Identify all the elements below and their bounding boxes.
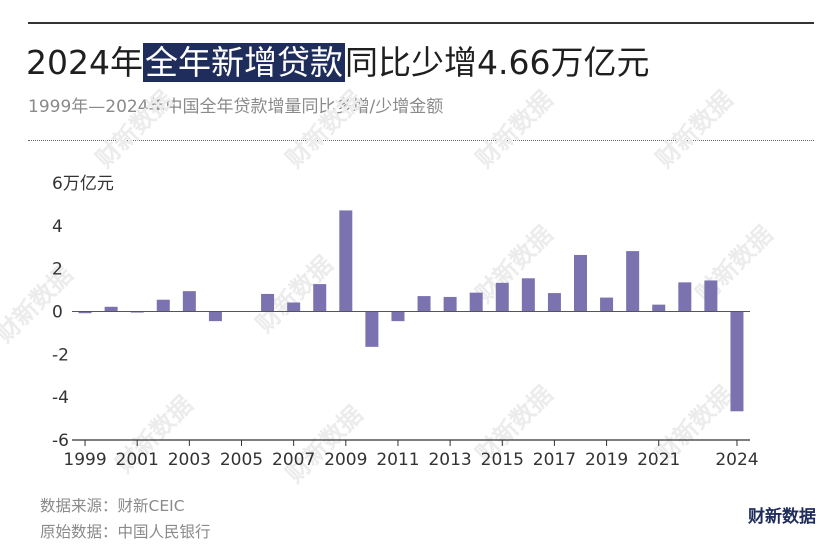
dotted-divider — [28, 140, 814, 141]
x-tick-label: 2013 — [428, 450, 471, 470]
bar-2015 — [495, 282, 509, 312]
x-tick-label: 2011 — [376, 450, 419, 470]
bar-2023 — [704, 280, 718, 312]
title-suffix: 同比少增4.66万亿元 — [344, 43, 650, 82]
bar-2018 — [574, 254, 587, 312]
title-highlight: 全年新增贷款 — [142, 43, 345, 82]
brand-logo: 财新数据 — [748, 507, 816, 527]
title-prefix: 2024年 — [26, 43, 143, 82]
bar-2017 — [547, 293, 561, 312]
bar-2010 — [365, 311, 379, 347]
x-tick-label: 2001 — [116, 450, 159, 470]
bar-2021 — [652, 304, 666, 312]
watermark: 财新数据 — [471, 86, 559, 174]
bar-2009 — [339, 210, 353, 312]
x-tick-label: 2009 — [324, 450, 367, 470]
bar-2020 — [626, 251, 640, 312]
y-tick-label: 6万亿元 — [52, 174, 114, 194]
watermark: 财新数据 — [281, 86, 369, 174]
bar-2011 — [391, 311, 405, 322]
y-tick-label: 2 — [52, 260, 63, 280]
bar-2014 — [469, 292, 483, 312]
bar-2003 — [182, 291, 196, 312]
x-tick-label: 2021 — [637, 450, 680, 470]
x-tick-label: 1999 — [63, 450, 106, 470]
y-tick-label: -2 — [52, 345, 69, 365]
bar-2008 — [313, 284, 327, 312]
x-tick-label: 2017 — [533, 450, 576, 470]
data-origin: 原始数据：中国人民银行 — [40, 523, 211, 541]
bar-2013 — [443, 296, 457, 312]
bar-2007 — [287, 302, 301, 312]
bar-2004 — [208, 311, 222, 322]
page-title: 2024年全年新增贷款同比少增4.66万亿元 — [26, 40, 649, 86]
bar-2006 — [261, 293, 275, 312]
x-tick-label: 2003 — [168, 450, 211, 470]
y-tick-label: -6 — [52, 431, 69, 451]
bar-2001 — [130, 311, 144, 313]
watermark: 财新数据 — [0, 261, 78, 349]
x-tick-label: 2024 — [715, 450, 758, 470]
bar-2012 — [417, 296, 431, 312]
bar-2024 — [730, 311, 744, 412]
y-tick-label: 4 — [52, 217, 63, 237]
y-tick-label: -4 — [52, 388, 69, 408]
bar-1999 — [78, 311, 92, 314]
chart-subtitle: 1999年—2024年中国全年贷款增量同比多增/少增金额 — [28, 97, 444, 117]
watermark: 财新数据 — [91, 86, 179, 174]
bar-2022 — [678, 282, 692, 312]
bar-2000 — [104, 306, 118, 312]
bar-2016 — [521, 278, 535, 312]
x-tick-label: 2007 — [272, 450, 315, 470]
x-tick-label: 2005 — [220, 450, 263, 470]
top-rule — [28, 22, 814, 24]
y-tick-label: 0 — [52, 303, 63, 323]
watermark: 财新数据 — [651, 86, 739, 174]
x-tick-label: 2015 — [481, 450, 524, 470]
bar-2002 — [156, 299, 170, 312]
data-source: 数据来源：财新CEIC — [40, 497, 185, 515]
watermark: 财新数据 — [471, 221, 559, 309]
bar-2019 — [600, 297, 614, 312]
watermark: 财新数据 — [691, 221, 779, 309]
x-tick-label: 2019 — [585, 450, 628, 470]
